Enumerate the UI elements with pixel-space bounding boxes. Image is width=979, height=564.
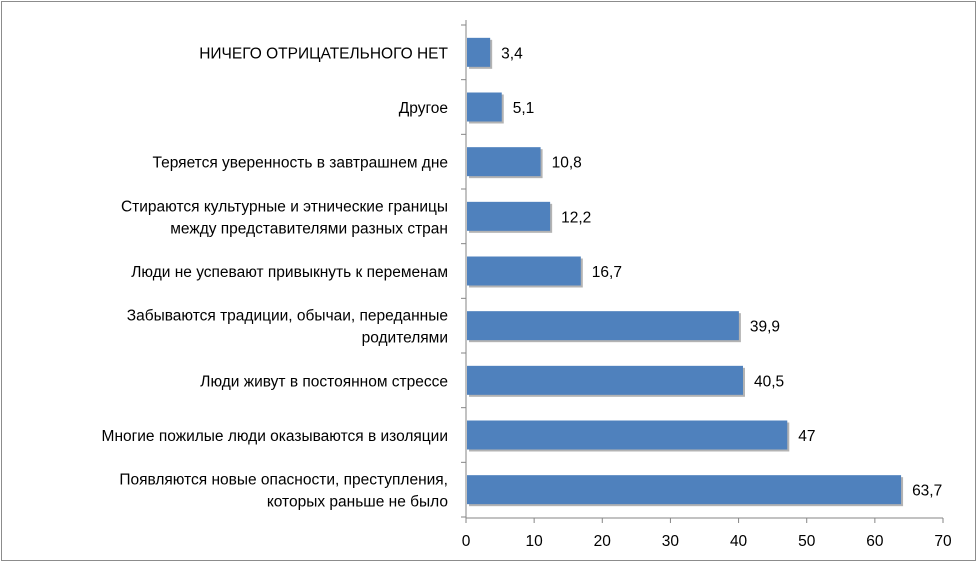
x-tick-label: 10: [526, 533, 544, 550]
value-label: 12,2: [561, 209, 591, 226]
bar: [467, 365, 743, 395]
x-tick-label: 50: [798, 533, 816, 550]
category-label: между представителями разных стран: [170, 220, 448, 237]
x-tick-label: 20: [594, 533, 612, 550]
category-label: Люди живут в постоянном стрессе: [200, 373, 448, 390]
category-label: Другое: [399, 100, 448, 117]
value-label: 63,7: [912, 483, 942, 500]
category-label: НИЧЕГО ОТРИЦАТЕЛЬНОГО НЕТ: [199, 45, 448, 62]
category-label: Теряется уверенность в завтрашнем дне: [153, 155, 448, 172]
bar: [467, 311, 739, 341]
x-axis: 0 10 20 30 40 50 60 70: [461, 20, 952, 550]
bar: [467, 92, 502, 122]
value-label: 47: [798, 428, 815, 445]
bars-group: [467, 37, 904, 507]
x-tick-label: 0: [462, 533, 471, 550]
value-label: 16,7: [592, 264, 622, 281]
bar: [467, 475, 902, 505]
bar: [467, 37, 491, 67]
bar: [467, 420, 788, 450]
x-tick-label: 70: [934, 533, 952, 550]
value-label: 3,4: [501, 45, 523, 62]
value-label: 5,1: [513, 100, 535, 117]
category-label: родителями: [362, 330, 448, 347]
category-label: Появляются новые опасности, преступления…: [119, 472, 448, 489]
bar: [467, 256, 581, 286]
value-label: 10,8: [552, 155, 582, 172]
bar: [467, 147, 541, 177]
category-label: Многие пожилые люди оказываются в изоляц…: [102, 428, 448, 445]
x-tick-label: 60: [866, 533, 884, 550]
x-tick-label: 40: [730, 533, 748, 550]
value-labels: 3,4 5,1 10,8 12,2 16,7 39,9 40,5 47 63,7: [501, 45, 942, 499]
category-label: которых раньше не было: [267, 494, 448, 511]
bar: [467, 201, 551, 231]
category-label: Стираются культурные и этнические границ…: [121, 198, 448, 215]
value-label: 39,9: [750, 319, 780, 336]
category-label: Забываются традиции, обычаи, переданные: [127, 308, 448, 325]
value-label: 40,5: [754, 373, 784, 390]
category-labels: НИЧЕГО ОТРИЦАТЕЛЬНОГО НЕТ Другое Теряется …: [102, 45, 449, 510]
x-tick-label: 30: [662, 533, 680, 550]
category-label: Люди не успевают привыкнуть к переменам: [131, 264, 448, 281]
